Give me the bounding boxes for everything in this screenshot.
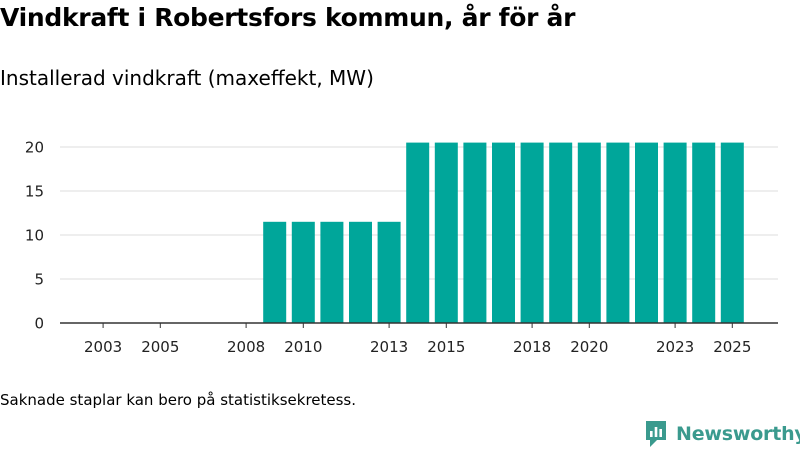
bar-2014 [406, 142, 430, 323]
y-axis-labels: 0 5 10 15 20 [25, 139, 44, 333]
y-tick-label-20: 20 [25, 139, 44, 157]
bar-2012 [349, 221, 372, 323]
x-tick-label-2018: 2018 [513, 338, 551, 356]
brand-name: Newsworthy [676, 423, 800, 445]
newsworthy-logo-icon [646, 421, 666, 447]
x-tick-label-2010: 2010 [284, 338, 322, 356]
y-tick-label-15: 15 [25, 183, 44, 201]
bar-2020 [577, 142, 601, 323]
bar-2010 [291, 221, 315, 323]
x-tick-label-2020: 2020 [570, 338, 608, 356]
y-tick-label-10: 10 [25, 227, 44, 245]
x-tick-label-2025: 2025 [713, 338, 751, 356]
bar-2011 [320, 221, 344, 323]
x-tick-label-2005: 2005 [141, 338, 179, 356]
brand-logo[interactable]: Newsworthy [644, 420, 800, 448]
bar-2019 [549, 142, 573, 323]
bar-2025 [720, 142, 744, 323]
bar-2009 [263, 221, 287, 323]
y-tick-label-0: 0 [34, 315, 44, 333]
bar-2016 [463, 142, 487, 323]
x-axis-labels: 2003 2005 2008 2010 2013 2015 2018 2020 2023 2025 [84, 338, 751, 356]
bar-2013 [377, 221, 401, 323]
x-tick-label-2023: 2023 [656, 338, 694, 356]
bar-2022 [635, 142, 658, 323]
bar-2017 [492, 142, 515, 323]
bar-2023 [663, 142, 687, 323]
chart-subtitle: Installerad vindkraft (maxeffekt, MW) [0, 66, 374, 90]
x-tick-label-2013: 2013 [370, 338, 408, 356]
bar-2024 [692, 142, 716, 323]
x-tick-label-2003: 2003 [84, 338, 122, 356]
y-tick-label-5: 5 [34, 271, 44, 289]
x-tick-label-2008: 2008 [227, 338, 265, 356]
chart-title: Vindkraft i Robertsfors kommun, år för å… [0, 3, 576, 32]
bar-2021 [606, 142, 630, 323]
x-tick-label-2015: 2015 [427, 338, 465, 356]
bar-2018 [520, 142, 544, 323]
x-axis [60, 322, 778, 328]
footnote: Saknade staplar kan bero på statistiksek… [0, 391, 357, 409]
bars [263, 142, 744, 323]
bar-2015 [434, 142, 458, 323]
bar-chart: 0 5 10 15 20 2003 2005 2008 2010 2013 2015 2018 202… [25, 139, 778, 356]
